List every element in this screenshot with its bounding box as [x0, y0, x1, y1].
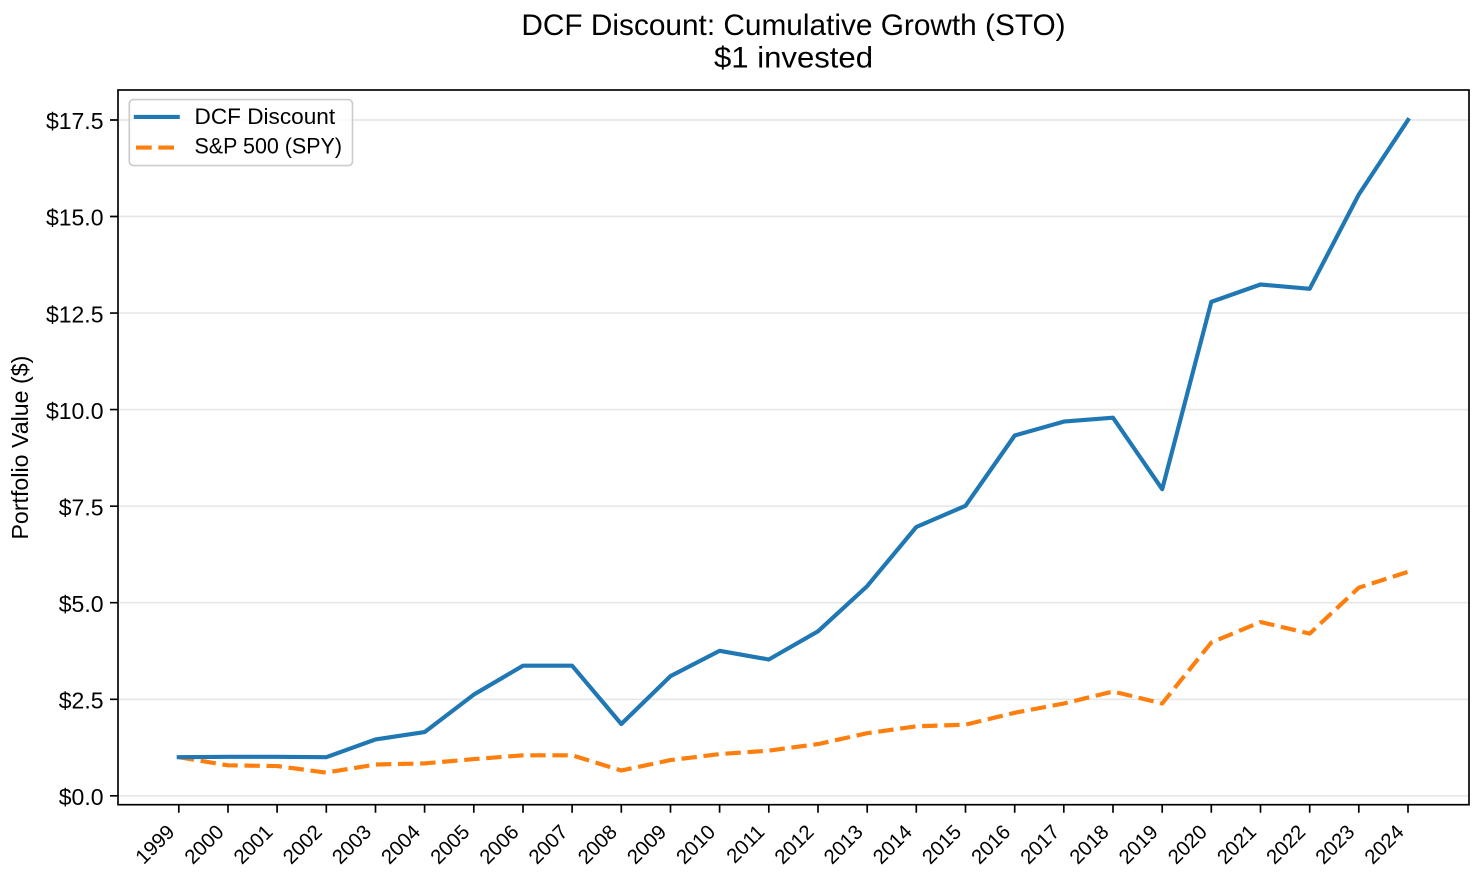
svg-text:$12.5: $12.5 — [46, 301, 104, 327]
svg-text:$7.5: $7.5 — [59, 494, 104, 520]
svg-text:$15.0: $15.0 — [46, 205, 104, 231]
svg-text:$17.5: $17.5 — [46, 108, 104, 134]
svg-text:$10.0: $10.0 — [46, 398, 104, 424]
svg-text:S&P 500 (SPY): S&P 500 (SPY) — [195, 134, 343, 159]
svg-text:DCF Discount: Cumulative Growt: DCF Discount: Cumulative Growth (STO) — [521, 9, 1065, 42]
svg-text:Portfolio Value ($): Portfolio Value ($) — [7, 356, 33, 540]
svg-text:DCF Discount: DCF Discount — [195, 104, 336, 129]
svg-text:$1 invested: $1 invested — [714, 42, 873, 75]
svg-text:$0.0: $0.0 — [59, 784, 104, 810]
svg-text:$5.0: $5.0 — [59, 591, 104, 617]
svg-text:$2.5: $2.5 — [59, 688, 104, 714]
